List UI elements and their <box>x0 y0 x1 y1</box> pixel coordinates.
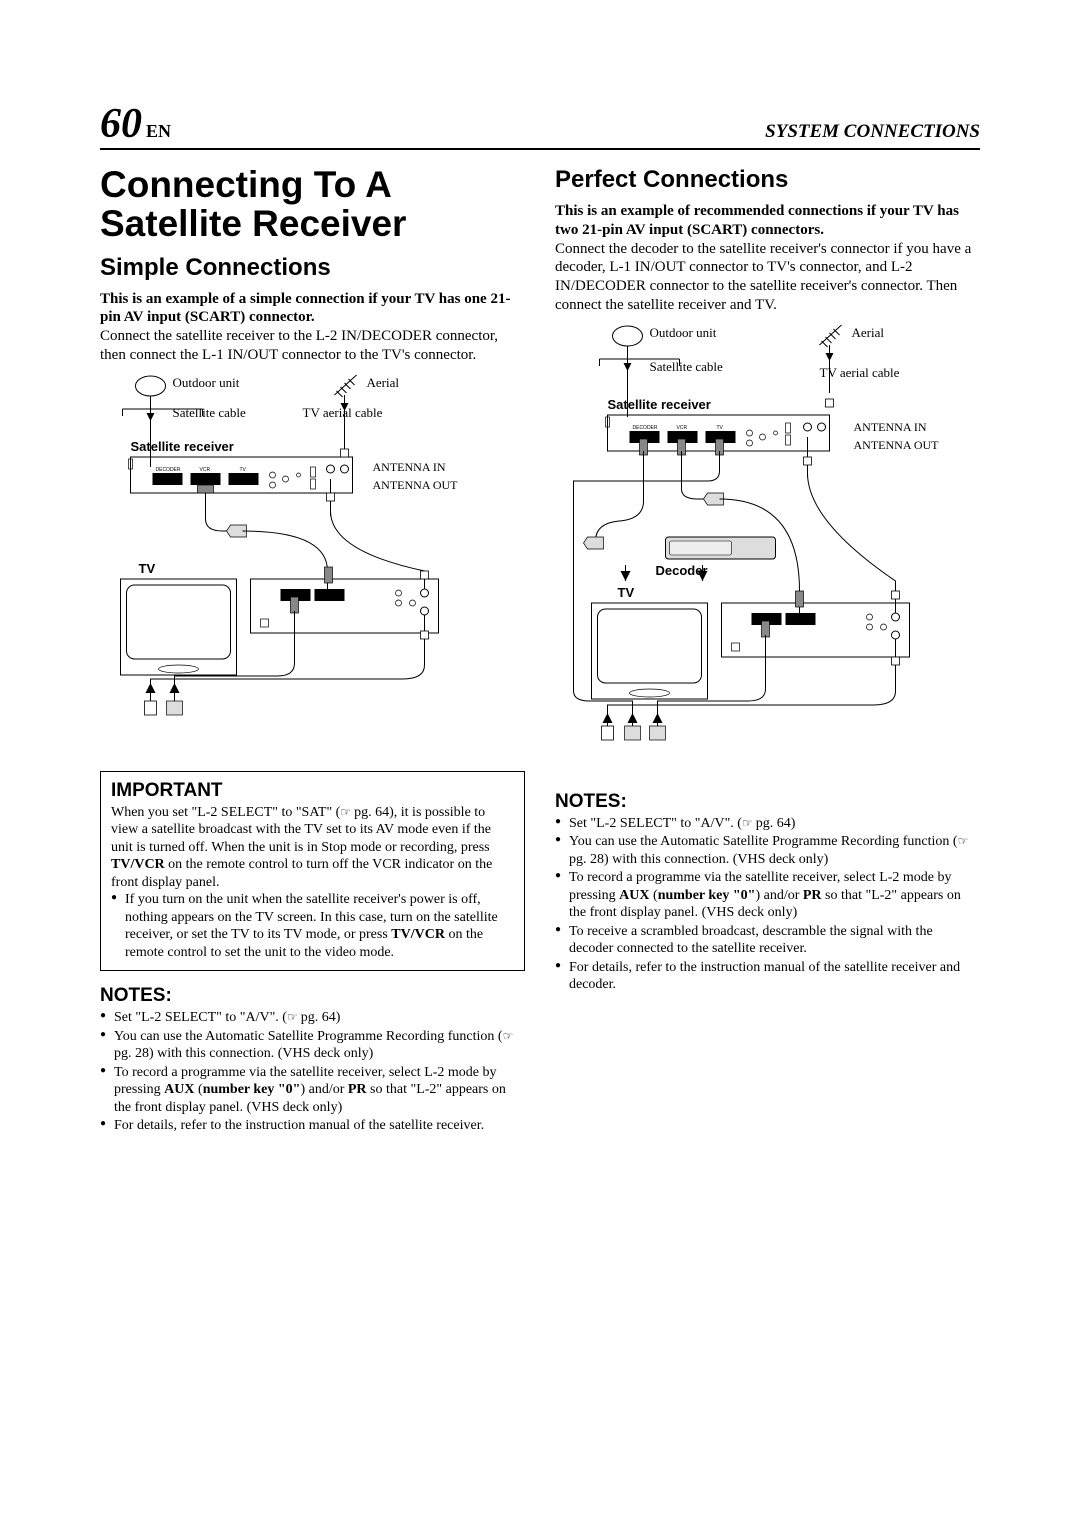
svg-text:Aerial: Aerial <box>852 325 885 340</box>
svg-text:TV aerial cable: TV aerial cable <box>820 365 900 380</box>
svg-text:Decoder: Decoder <box>656 563 708 578</box>
note-l4: For details, refer to the instruction ma… <box>100 1117 525 1135</box>
svg-text:Satellite cable: Satellite cable <box>173 405 247 420</box>
svg-text:Satellite receiver: Satellite receiver <box>608 397 711 412</box>
svg-text:TV: TV <box>717 425 724 431</box>
note-l3: To record a programme via the satellite … <box>100 1064 525 1117</box>
svg-text:VCR: VCR <box>200 467 211 473</box>
note-r3: To record a programme via the satellite … <box>555 869 980 922</box>
notes-left: Set "L-2 SELECT" to "A/V". (☞ pg. 64) Yo… <box>100 1009 525 1135</box>
important-title: IMPORTANT <box>111 780 514 802</box>
svg-text:TV: TV <box>240 467 247 473</box>
perfect-intro: This is an example of recommended connec… <box>555 202 980 315</box>
simple-intro-bold: This is an example of a simple connectio… <box>100 291 510 326</box>
svg-text:VCR: VCR <box>677 425 688 431</box>
simple-intro: This is an example of a simple connectio… <box>100 290 525 365</box>
simple-intro-body: Connect the satellite receiver to the L-… <box>100 328 498 363</box>
svg-text:TV: TV <box>139 561 156 576</box>
svg-text:Outdoor unit: Outdoor unit <box>173 375 240 390</box>
hand-icon: ☞ <box>958 834 969 848</box>
notes-title-right: NOTES: <box>555 791 980 813</box>
page-number: 60 <box>100 100 142 148</box>
notes-right: Set "L-2 SELECT" to "A/V". (☞ pg. 64) Yo… <box>555 815 980 994</box>
page-number-wrap: 60 EN <box>100 100 171 148</box>
svg-text:TV: TV <box>618 585 635 600</box>
svg-text:TV aerial cable: TV aerial cable <box>303 405 383 420</box>
important-box: IMPORTANT When you set "L-2 SELECT" to "… <box>100 771 525 972</box>
svg-text:ANTENNA OUT: ANTENNA OUT <box>854 438 940 452</box>
note-r2: You can use the Automatic Satellite Prog… <box>555 833 980 868</box>
svg-text:DECODER: DECODER <box>633 425 658 431</box>
hand-icon: ☞ <box>287 1010 301 1024</box>
main-title: Connecting To A Satellite Receiver <box>100 166 525 244</box>
svg-text:DECODER: DECODER <box>156 467 181 473</box>
important-bullets: If you turn on the unit when the satelli… <box>111 891 514 961</box>
svg-text:Outdoor unit: Outdoor unit <box>650 325 717 340</box>
svg-text:Aerial: Aerial <box>367 375 400 390</box>
svg-text:ANTENNA IN: ANTENNA IN <box>373 460 446 474</box>
section-name: SYSTEM CONNECTIONS <box>765 121 980 143</box>
hand-icon: ☞ <box>503 1029 514 1043</box>
simple-connection-diagram: Outdoor unit Satellite cable Aerial TV a… <box>100 371 525 761</box>
perfect-intro-bold: This is an example of recommended connec… <box>555 203 959 238</box>
note-l1: Set "L-2 SELECT" to "A/V". (☞ pg. 64) <box>100 1009 525 1027</box>
note-r1: Set "L-2 SELECT" to "A/V". (☞ pg. 64) <box>555 815 980 833</box>
simple-connections-title: Simple Connections <box>100 254 525 282</box>
perfect-connection-diagram: Outdoor unit Satellite cable Aerial TV a… <box>555 321 980 791</box>
page-header: 60 EN SYSTEM CONNECTIONS <box>100 100 980 150</box>
important-body: When you set "L-2 SELECT" to "SAT" (☞ pg… <box>111 804 514 892</box>
note-l2: You can use the Automatic Satellite Prog… <box>100 1028 525 1063</box>
important-bullet-1: If you turn on the unit when the satelli… <box>111 891 514 961</box>
svg-text:ANTENNA IN: ANTENNA IN <box>854 420 927 434</box>
hand-icon: ☞ <box>340 805 354 819</box>
note-r5: For details, refer to the instruction ma… <box>555 959 980 994</box>
svg-text:ANTENNA OUT: ANTENNA OUT <box>373 478 459 492</box>
right-column: Perfect Connections This is an example o… <box>555 166 980 1136</box>
svg-text:Satellite receiver: Satellite receiver <box>131 439 234 454</box>
note-r4: To receive a scrambled broadcast, descra… <box>555 923 980 958</box>
perfect-intro-body: Connect the decoder to the satellite rec… <box>555 241 971 313</box>
left-column: Connecting To A Satellite Receiver Simpl… <box>100 166 525 1136</box>
notes-title-left: NOTES: <box>100 985 525 1007</box>
perfect-connections-title: Perfect Connections <box>555 166 980 194</box>
hand-icon: ☞ <box>742 816 756 830</box>
page-lang: EN <box>146 121 171 142</box>
svg-text:Satellite cable: Satellite cable <box>650 359 724 374</box>
